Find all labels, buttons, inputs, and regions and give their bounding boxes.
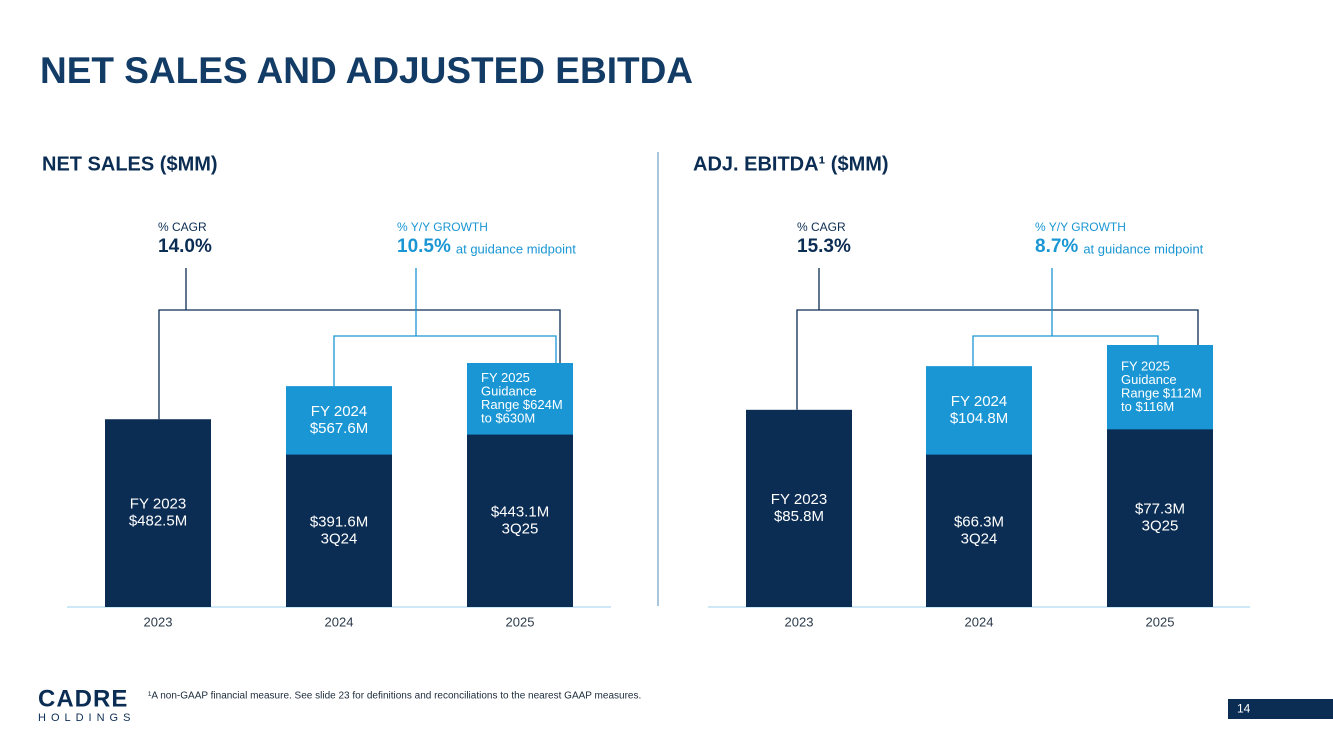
annotation-value: 15.3% (797, 236, 851, 257)
chart-title: ADJ. EBITDA¹ ($MM) (693, 153, 889, 175)
bar (105, 419, 211, 607)
x-tick-label: 2024 (325, 614, 354, 629)
x-tick-label: 2025 (506, 614, 535, 629)
bar-label: $567.6M (310, 420, 368, 437)
x-tick-label: 2025 (1146, 614, 1175, 629)
bar-label: $77.3M (1135, 501, 1185, 518)
connector (796, 268, 1199, 410)
x-tick-label: 2024 (965, 614, 994, 629)
annotation-label: % Y/Y GROWTH (397, 220, 488, 234)
annotation-note: at guidance midpoint (1083, 241, 1203, 256)
bar-label: to $116M (1121, 399, 1174, 414)
slide-title: NET SALES AND ADJUSTED EBITDA (40, 50, 693, 91)
bar-label: $104.8M (950, 410, 1008, 427)
bar (746, 409, 852, 607)
bar-label: Range $112M (1121, 385, 1202, 400)
bar-segment (1107, 429, 1213, 607)
annotation-value: 8.7% (1035, 236, 1078, 257)
bar-label: FY 2025 (1121, 358, 1170, 373)
bar-label: FY 2024 (951, 393, 1007, 410)
bar-label: Range $624M (481, 397, 563, 412)
connector (972, 268, 1159, 367)
bar-label: FY 2023 (130, 496, 186, 513)
annotation-value: 10.5% (397, 236, 451, 257)
bar-label: $85.8M (774, 508, 824, 525)
bar-segment (286, 454, 392, 607)
bar-label: FY 2025 (481, 370, 530, 385)
chart-title: NET SALES ($MM) (42, 153, 218, 175)
annotation-label: % CAGR (158, 220, 207, 234)
annotation-label: % Y/Y GROWTH (1035, 220, 1126, 234)
logo-name: CADRE (38, 685, 128, 712)
bar-label: to $630M (481, 410, 535, 425)
page-number: 14 (1237, 702, 1251, 716)
footnote: ¹A non-GAAP financial measure. See slide… (148, 691, 641, 702)
bar-label: $391.6M (310, 513, 368, 530)
connector (158, 268, 561, 420)
bar-label: $443.1M (491, 503, 549, 520)
bar-label: 3Q24 (961, 530, 998, 547)
logo-subtitle: HOLDINGS (38, 712, 135, 724)
bar-segment (926, 454, 1032, 607)
bar-label: 3Q25 (502, 520, 539, 537)
page-number-box (1228, 699, 1333, 719)
bar-label: 3Q25 (1142, 518, 1179, 535)
connector (333, 268, 557, 387)
bar-segment (467, 434, 573, 607)
bar-label: $482.5M (129, 513, 187, 530)
x-tick-label: 2023 (785, 614, 814, 629)
bar-label: $66.3M (954, 513, 1004, 530)
annotation-label: % CAGR (797, 220, 846, 234)
x-tick-label: 2023 (144, 614, 173, 629)
bar-label: 3Q24 (321, 530, 358, 547)
annotation-value: 14.0% (158, 236, 212, 257)
bar-label: FY 2024 (311, 403, 367, 420)
annotation-note: at guidance midpoint (456, 241, 576, 256)
bar-label: Guidance (1121, 372, 1177, 387)
bar-label: FY 2023 (771, 491, 827, 508)
bar-label: Guidance (481, 383, 537, 398)
